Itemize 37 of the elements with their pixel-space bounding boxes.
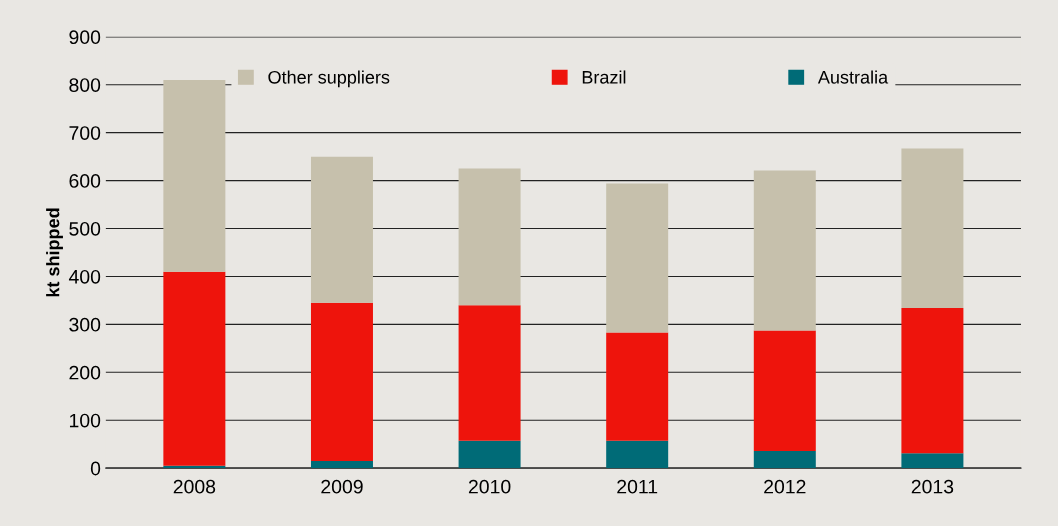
bar (753, 170, 816, 331)
y-tick-label: 300 (69, 317, 101, 332)
y-tick-label: 900 (69, 30, 101, 45)
bar (753, 450, 816, 469)
bar (901, 308, 964, 454)
x-tick-label: 2009 (321, 479, 363, 494)
y-tick-label: 0 (90, 461, 101, 476)
y-tick-label: 800 (69, 78, 101, 92)
legend-label: Brazil (582, 70, 626, 84)
x-tick-label: 2008 (173, 479, 216, 494)
y-tick-label: 500 (69, 221, 101, 236)
legend-label: Other suppliers (268, 70, 390, 88)
bar (458, 168, 521, 306)
bar (163, 79, 226, 272)
legend-label: Australia (817, 70, 889, 84)
bar (458, 440, 521, 469)
y-tick-label: 600 (69, 174, 101, 188)
bar (310, 302, 373, 461)
bar (310, 460, 373, 469)
x-tick-label: 2012 (764, 479, 806, 494)
bar (163, 271, 226, 466)
bar (310, 156, 373, 303)
bar (606, 440, 669, 469)
bar (901, 453, 964, 469)
bar (606, 332, 669, 441)
x-tick-label: 2010 (468, 479, 511, 494)
bar (606, 183, 669, 333)
x-tick-label: 2011 (617, 479, 658, 494)
y-tick-label: 100 (69, 413, 101, 428)
y-axis-title: kt shipped (46, 208, 63, 297)
bar (753, 330, 816, 451)
bar (901, 148, 964, 309)
x-tick-label: 2013 (911, 479, 954, 494)
bar (458, 305, 521, 441)
y-tick-label: 700 (69, 126, 101, 140)
y-tick-label: 200 (69, 365, 101, 380)
y-tick-label: 400 (68, 269, 101, 284)
